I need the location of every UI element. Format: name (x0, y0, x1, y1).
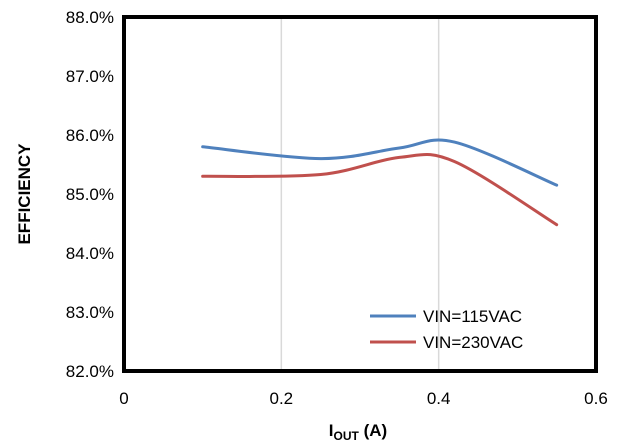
grid-lines (280, 17, 440, 371)
x-tick-label: 0.6 (584, 389, 608, 408)
y-tick-label: 84.0% (66, 244, 114, 263)
y-tick-label: 86.0% (66, 126, 114, 145)
series-lines (201, 138, 559, 227)
y-tick-labels: 82.0% 83.0% 84.0% 85.0% 86.0% 87.0% 88.0% (66, 8, 114, 381)
y-tick-label: 82.0% (66, 362, 114, 381)
x-axis-title-main: I (329, 421, 334, 440)
x-tick-labels: 0 0.2 0.4 0.6 (119, 389, 608, 408)
x-axis-title-subscript: OUT (334, 429, 360, 443)
x-axis-title-suffix: (A) (359, 421, 387, 440)
y-axis-title: EFFICIENCY (15, 143, 34, 245)
y-tick-label: 88.0% (66, 8, 114, 27)
x-axis-title: IOUT (A) (329, 421, 387, 443)
plot-area-frame (122, 15, 598, 373)
legend-label: VIN=230VAC (423, 333, 523, 352)
x-tick-label: 0.4 (427, 389, 451, 408)
legend-label: VIN=115VAC (423, 307, 522, 326)
series-line (201, 138, 559, 187)
y-tick-label: 87.0% (66, 67, 114, 86)
y-tick-label: 85.0% (66, 185, 114, 204)
series-line (201, 152, 559, 227)
legend: VIN=115VAC VIN=230VAC (370, 307, 523, 352)
x-tick-label: 0.2 (270, 389, 294, 408)
x-tick-label: 0 (119, 389, 128, 408)
y-tick-label: 83.0% (66, 303, 114, 322)
